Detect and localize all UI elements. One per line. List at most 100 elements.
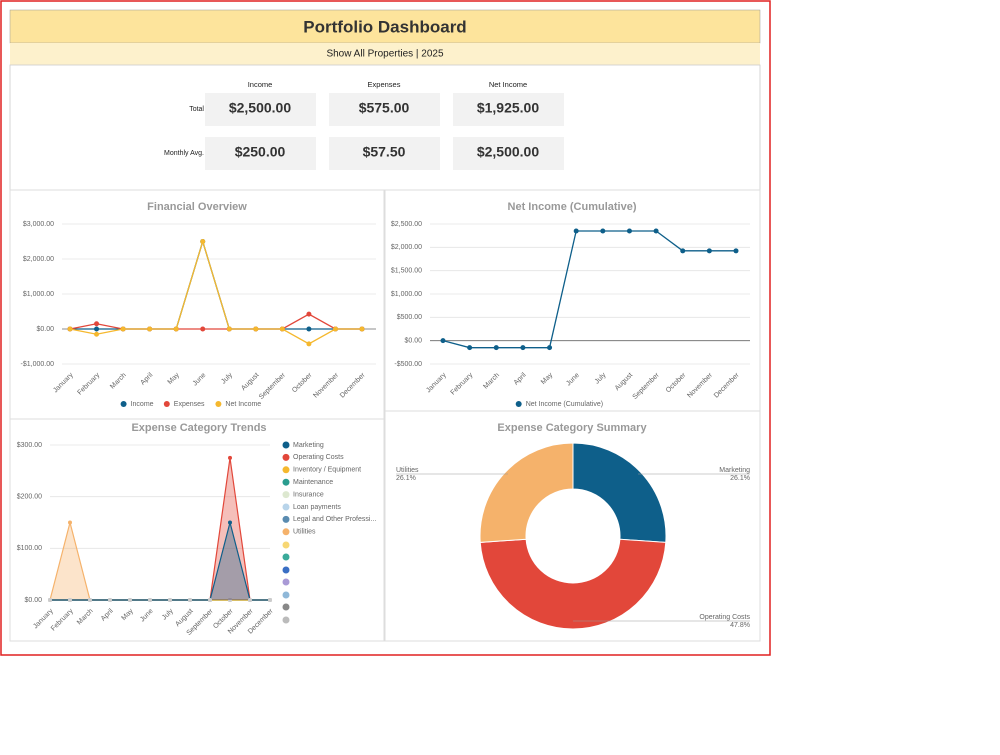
data-point bbox=[268, 598, 272, 602]
legend-label: Utilities bbox=[293, 529, 316, 536]
legend-label: Net Income bbox=[225, 401, 261, 408]
legend-marker bbox=[282, 503, 290, 511]
data-point bbox=[228, 455, 232, 460]
y-tick-label: $2,500.00 bbox=[391, 221, 422, 228]
legend-label: Maintenance bbox=[293, 479, 333, 486]
slice-label: Utilities bbox=[396, 467, 419, 474]
legend-label: Expenses bbox=[174, 401, 205, 408]
legend-dot bbox=[282, 553, 290, 561]
panel bbox=[384, 189, 761, 412]
y-tick-label: $1,000.00 bbox=[391, 291, 422, 298]
data-point bbox=[128, 598, 132, 602]
data-point bbox=[493, 345, 499, 351]
legend-marker bbox=[282, 466, 290, 474]
legend-marker bbox=[120, 401, 127, 407]
summary-value: $1,925.00 bbox=[477, 100, 539, 116]
pie-slice bbox=[572, 442, 667, 543]
data-point bbox=[332, 326, 338, 332]
data-point bbox=[68, 520, 72, 525]
data-point bbox=[520, 345, 526, 351]
data-point bbox=[173, 326, 179, 332]
legend-dot bbox=[282, 603, 290, 611]
data-point bbox=[208, 598, 212, 602]
data-point bbox=[94, 321, 100, 327]
data-point bbox=[168, 598, 172, 602]
series-line bbox=[69, 313, 362, 330]
data-point bbox=[706, 248, 712, 254]
panel bbox=[9, 418, 385, 642]
legend-dot bbox=[282, 578, 290, 586]
summary-cell bbox=[453, 137, 564, 170]
legend-label: Inventory / Equipment bbox=[293, 467, 361, 474]
slice-value: 26.1% bbox=[730, 475, 750, 482]
chart-title: Expense Category Trends bbox=[131, 422, 266, 434]
series-line bbox=[50, 522, 270, 601]
legend-marker bbox=[282, 515, 290, 523]
summary-cell bbox=[205, 93, 316, 126]
data-point bbox=[147, 326, 153, 332]
legend-label: Insurance bbox=[293, 491, 324, 498]
y-tick-label: $2,000.00 bbox=[23, 256, 54, 263]
data-point bbox=[253, 326, 259, 332]
data-point bbox=[94, 331, 100, 337]
data-point bbox=[148, 598, 152, 602]
y-tick-label: $0.00 bbox=[404, 338, 422, 345]
y-tick-label: $0.00 bbox=[36, 326, 54, 333]
slice-value: 26.1% bbox=[396, 475, 416, 482]
data-point bbox=[94, 326, 100, 332]
data-point bbox=[88, 598, 92, 602]
legend-label: Marketing bbox=[293, 442, 324, 449]
pie-slice bbox=[479, 538, 667, 630]
y-tick-label: $300.00 bbox=[17, 442, 42, 449]
chart-title: Financial Overview bbox=[147, 201, 247, 213]
row-label: Monthly Avg. bbox=[164, 150, 204, 157]
data-point bbox=[467, 345, 473, 351]
y-tick-label: $1,000.00 bbox=[23, 291, 54, 298]
data-point bbox=[306, 311, 312, 317]
y-tick-label: $2,000.00 bbox=[391, 244, 422, 251]
panel bbox=[9, 189, 385, 420]
column-header: Income bbox=[248, 80, 273, 89]
data-point bbox=[120, 326, 126, 332]
data-point bbox=[48, 598, 52, 602]
legend-label: Legal and Other Professi... bbox=[293, 516, 376, 523]
data-point bbox=[733, 248, 739, 254]
summary-value: $2,500.00 bbox=[477, 144, 539, 160]
data-point bbox=[279, 326, 285, 332]
summary-value: $57.50 bbox=[363, 144, 406, 160]
legend-label: Operating Costs bbox=[293, 454, 344, 461]
y-tick-label: $0.00 bbox=[24, 597, 42, 604]
y-tick-label: -$1,000.00 bbox=[21, 361, 55, 368]
legend-label: Loan payments bbox=[293, 504, 341, 511]
dashboard-subtitle[interactable]: Show All Properties | 2025 bbox=[326, 49, 444, 60]
data-point bbox=[108, 598, 112, 602]
pie-slice bbox=[479, 442, 574, 543]
data-point bbox=[600, 228, 606, 234]
legend-dot bbox=[282, 541, 290, 549]
data-point bbox=[188, 598, 192, 602]
data-point bbox=[653, 228, 659, 234]
data-point bbox=[200, 239, 206, 244]
slice-label: Operating Costs bbox=[699, 614, 750, 621]
data-point bbox=[226, 326, 232, 332]
data-point bbox=[680, 248, 686, 254]
legend-label: Income bbox=[131, 401, 154, 408]
data-point bbox=[228, 598, 232, 602]
unnamed-legend-dots bbox=[282, 541, 290, 624]
data-point bbox=[440, 338, 446, 344]
data-point bbox=[626, 228, 632, 234]
y-tick-label: $500.00 bbox=[397, 314, 422, 321]
legend-marker bbox=[282, 491, 290, 499]
row-label: Total bbox=[189, 106, 204, 113]
summary-cell bbox=[205, 137, 316, 170]
legend-label: Net Income (Cumulative) bbox=[526, 401, 603, 408]
legend-marker bbox=[215, 401, 222, 407]
data-point bbox=[573, 228, 579, 234]
legend-marker bbox=[163, 401, 170, 407]
slice-value: 47.8% bbox=[730, 622, 750, 629]
y-tick-label: $3,000.00 bbox=[23, 221, 54, 228]
y-tick-label: $100.00 bbox=[17, 545, 42, 552]
legend-marker bbox=[282, 441, 290, 449]
